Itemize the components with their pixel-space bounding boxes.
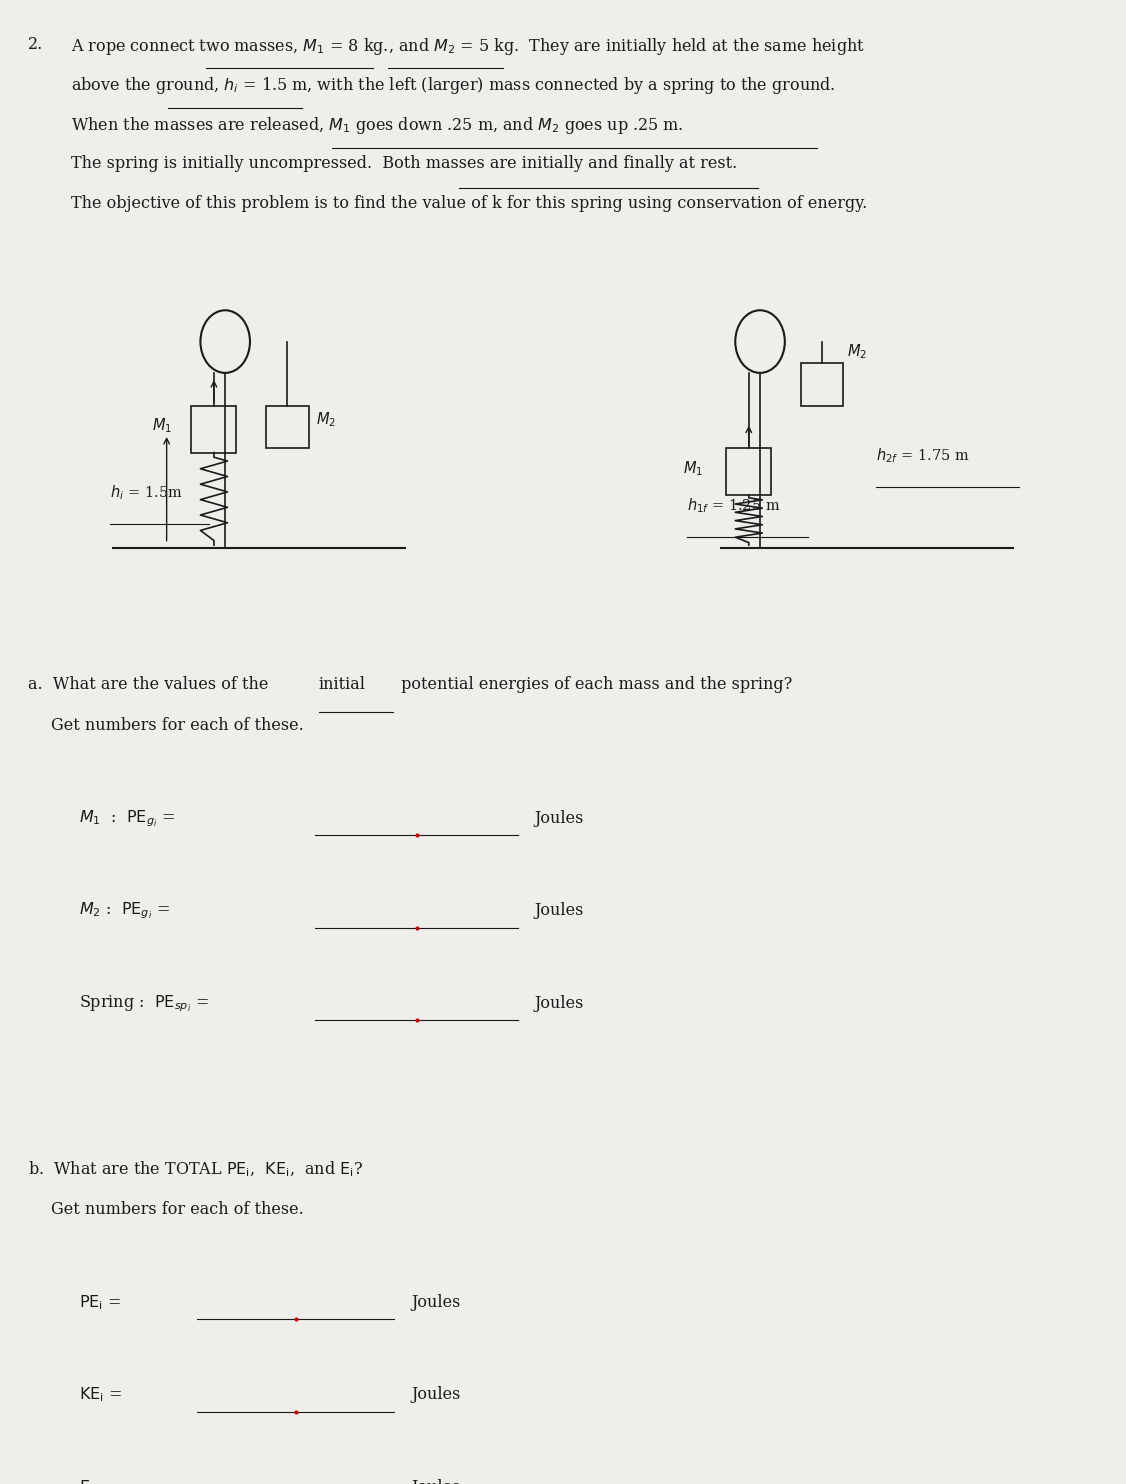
Text: When the masses are released, $M_1$ goes down .25 m, and $M_2$ goes up .25 m.: When the masses are released, $M_1$ goes… <box>71 116 683 137</box>
Text: The spring is initially uncompressed.  Both masses are initially and finally at : The spring is initially uncompressed. Bo… <box>71 156 738 172</box>
Text: Joules: Joules <box>535 810 584 827</box>
Text: $M_2$: $M_2$ <box>847 343 867 361</box>
Text: Joules: Joules <box>411 1478 461 1484</box>
Text: Joules: Joules <box>411 1386 461 1404</box>
Text: Joules: Joules <box>535 902 584 920</box>
Text: above the ground, $h_i$ = 1.5 m, with the left (larger) mass connected by a spri: above the ground, $h_i$ = 1.5 m, with th… <box>71 76 835 96</box>
Text: b.  What are the TOTAL $\mathrm{PE_i}$,  $\mathrm{KE_i}$,  and $\mathrm{E_i}$?: b. What are the TOTAL $\mathrm{PE_i}$, $… <box>28 1160 364 1180</box>
Text: $\mathrm{E_i}$ =: $\mathrm{E_i}$ = <box>79 1478 111 1484</box>
Text: $\mathrm{KE_i}$ =: $\mathrm{KE_i}$ = <box>79 1386 122 1404</box>
Text: $h_{1f}$ = 1.25 m: $h_{1f}$ = 1.25 m <box>687 496 780 515</box>
Text: a.  What are the values of the: a. What are the values of the <box>28 677 274 693</box>
Text: The objective of this problem is to find the value of k for this spring using co: The objective of this problem is to find… <box>71 194 867 212</box>
Text: 2.: 2. <box>28 36 44 52</box>
Text: Get numbers for each of these.: Get numbers for each of these. <box>51 1201 303 1218</box>
Text: $\mathrm{PE_i}$ =: $\mathrm{PE_i}$ = <box>79 1293 122 1312</box>
Text: $M_2$: $M_2$ <box>316 411 337 429</box>
Text: initial: initial <box>319 677 366 693</box>
Text: Spring :  $\mathrm{PE}_{sp_i}$ =: Spring : $\mathrm{PE}_{sp_i}$ = <box>79 993 208 1014</box>
Text: A rope connect two masses, $M_1$ = 8 kg., and $M_2$ = 5 kg.  They are initially : A rope connect two masses, $M_1$ = 8 kg.… <box>71 36 865 56</box>
Text: Joules: Joules <box>411 1294 461 1310</box>
Text: $h_{2f}$ = 1.75 m: $h_{2f}$ = 1.75 m <box>876 447 969 464</box>
Text: Get numbers for each of these.: Get numbers for each of these. <box>51 717 303 735</box>
Text: $M_2$ :  $\mathrm{PE}_{g_i}$ =: $M_2$ : $\mathrm{PE}_{g_i}$ = <box>79 901 170 922</box>
Text: $h_i$ = 1.5m: $h_i$ = 1.5m <box>110 484 184 503</box>
Text: potential energies of each mass and the spring?: potential energies of each mass and the … <box>396 677 793 693</box>
Text: $M_1$: $M_1$ <box>152 416 172 435</box>
Text: $M_1$: $M_1$ <box>683 459 704 478</box>
Text: $M_1$  :  $\mathrm{PE}_{g_i}$ =: $M_1$ : $\mathrm{PE}_{g_i}$ = <box>79 809 175 828</box>
Text: Joules: Joules <box>535 994 584 1012</box>
